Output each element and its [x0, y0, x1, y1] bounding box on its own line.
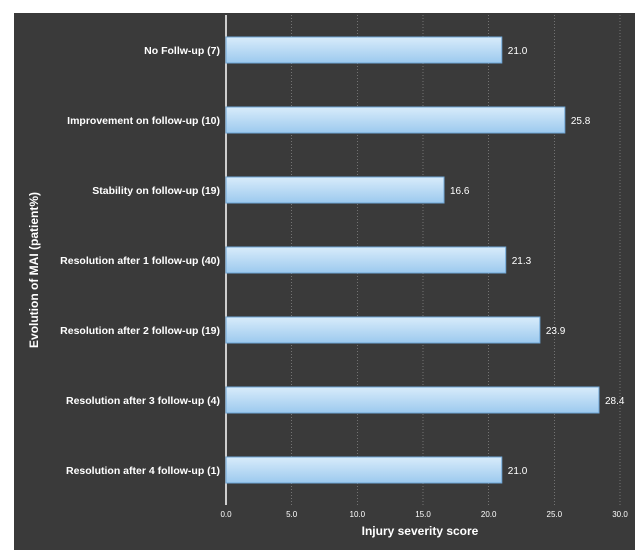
bar — [225, 456, 503, 484]
x-tick-label: 0.0 — [220, 510, 232, 519]
category-label: Resolution after 3 follow-up (4) — [66, 395, 220, 407]
x-axis-title: Injury severity score — [362, 524, 479, 538]
category-label: Resolution after 1 follow-up (40) — [60, 255, 220, 267]
category-label: Resolution after 4 follow-up (1) — [66, 465, 220, 477]
data-label: 23.9 — [546, 326, 566, 337]
data-label: 21.3 — [512, 256, 532, 267]
data-label: 28.4 — [605, 396, 625, 407]
labels: 0.0 5.0 10.0 15.0 20.0 25.0 30.0 No Follw-up (7… — [60, 45, 628, 519]
category-label: Stability on follow-up (19) — [92, 185, 220, 197]
x-tick-label: 15.0 — [415, 510, 431, 519]
x-tick-label: 10.0 — [350, 510, 366, 519]
x-tick-label: 30.0 — [612, 510, 628, 519]
category-label: No Follw-up (7) — [144, 45, 220, 57]
x-tick-label: 5.0 — [286, 510, 298, 519]
x-tick-label: 25.0 — [547, 510, 563, 519]
bars — [225, 36, 600, 484]
bar — [225, 316, 541, 344]
data-label: 25.8 — [571, 116, 591, 127]
category-label: Improvement on follow-up (10) — [67, 115, 220, 127]
bar — [225, 386, 600, 414]
category-label: Resolution after 2 follow-up (19) — [60, 325, 220, 337]
y-axis-title: Evolution of MAI (patient%) — [27, 192, 41, 348]
bar — [225, 36, 503, 64]
bar — [225, 106, 566, 134]
bar — [225, 176, 445, 204]
bar — [225, 246, 507, 274]
data-label: 21.0 — [508, 46, 528, 57]
x-tick-label: 20.0 — [481, 510, 497, 519]
data-label: 21.0 — [508, 466, 528, 477]
data-label: 16.6 — [450, 186, 470, 197]
